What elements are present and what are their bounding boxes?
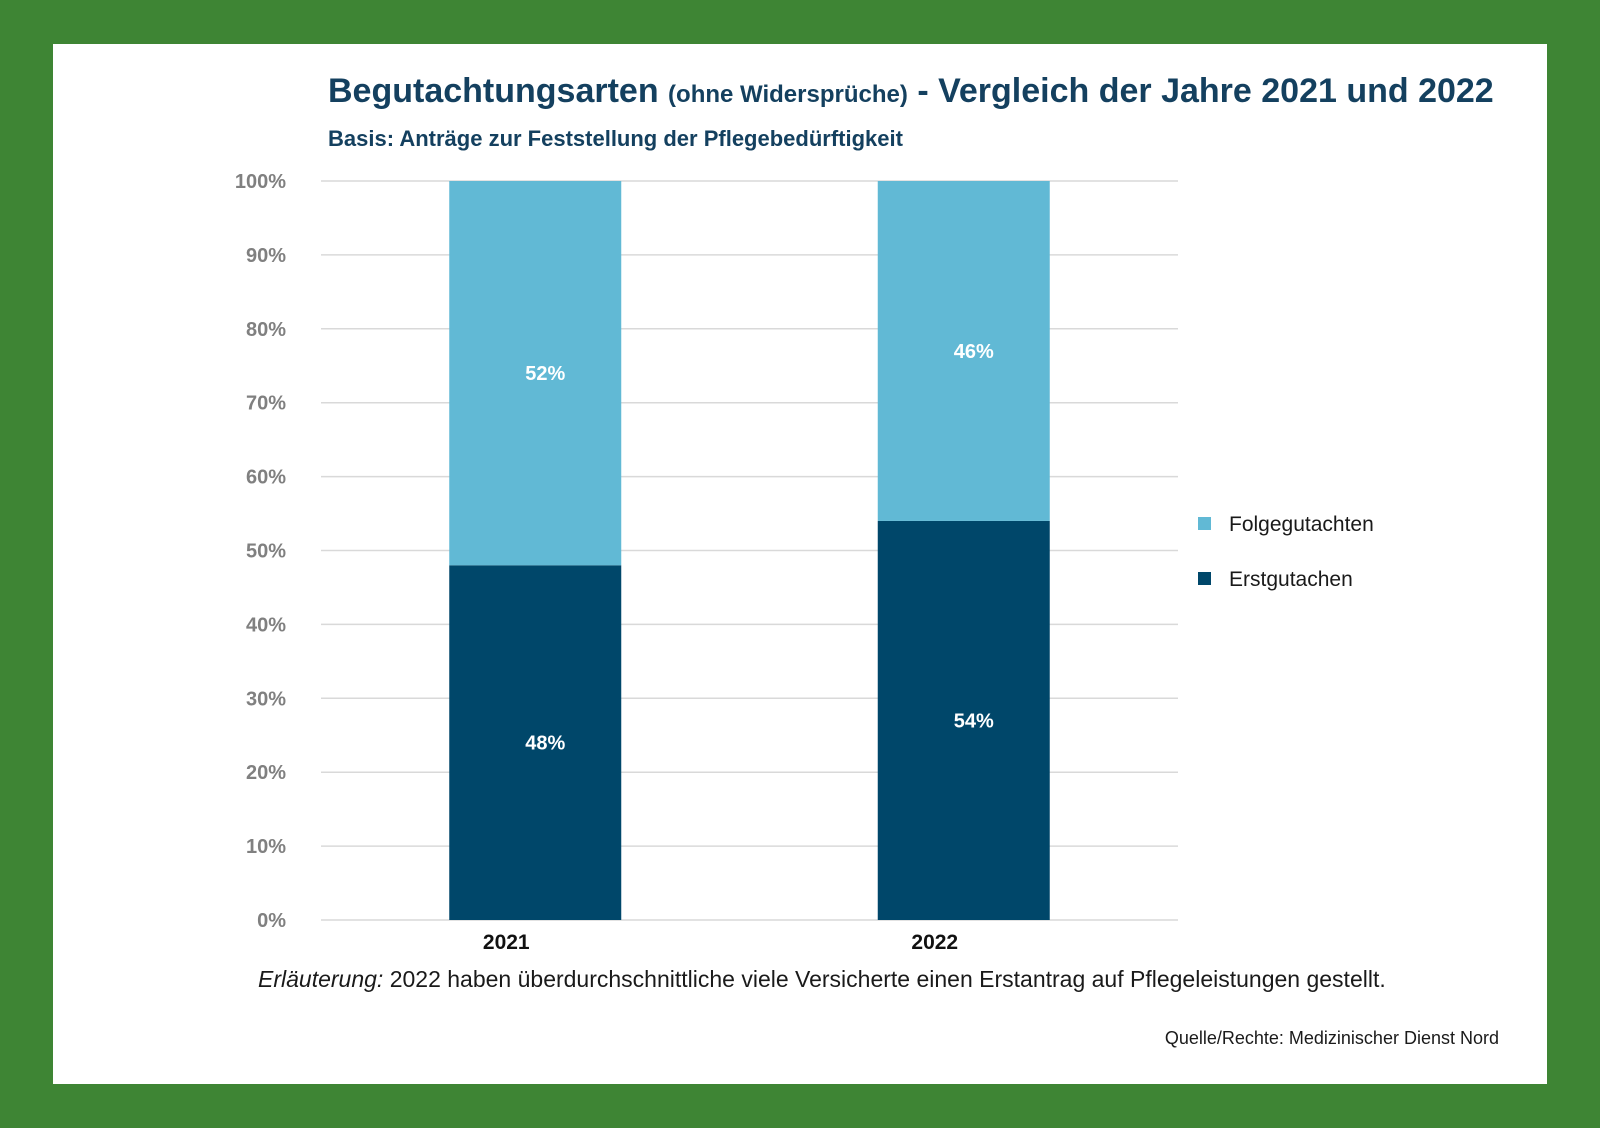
y-tick-label: 10% — [246, 836, 286, 858]
bar-folgegutachten-2021 — [449, 181, 622, 566]
source-credit: Quelle/Rechte: Medizinischer Dienst Nord — [1164, 1028, 1499, 1048]
y-tick-label: 60% — [246, 467, 286, 489]
x-category-label: 2022 — [911, 931, 958, 954]
bar-folgegutachten-2022 — [877, 181, 1050, 521]
data-label: 46% — [954, 341, 994, 363]
note-text: 2022 haben überdurchschnittliche viele V… — [383, 966, 1386, 992]
title-main: Begutachtungsarten — [328, 72, 659, 110]
legend: Folgegutachten Erstgutachen — [1198, 513, 1374, 591]
y-tick-label: 80% — [246, 319, 286, 341]
title-parenthetical: (ohne Widersprüche) — [668, 81, 908, 108]
bar-erstgutachen-2021 — [449, 565, 622, 920]
x-category-label: 2021 — [483, 931, 530, 954]
bar-erstgutachen-2022 — [877, 520, 1050, 920]
chart-panel: Begutachtungsarten (ohne Widersprüche) -… — [53, 44, 1547, 1084]
bars: 48% 52% 54% 46% — [449, 181, 1050, 920]
y-tick-label: 30% — [246, 688, 286, 710]
data-label: 54% — [954, 710, 994, 732]
title-rest: - Vergleich der Jahre 2021 und 2022 — [917, 72, 1494, 110]
legend-swatch — [1198, 517, 1211, 530]
y-tick-label: 70% — [246, 393, 286, 415]
data-label: 52% — [525, 363, 565, 385]
chart-title: Begutachtungsarten (ohne Widersprüche) -… — [328, 72, 1494, 111]
stacked-bar-chart: 0% 10% 20% 30% 40% 50% 60% 70% 80% 90% 100% 48% 52%… — [235, 171, 1374, 954]
data-label: 48% — [525, 733, 565, 755]
legend-label: Erstgutachen — [1229, 568, 1353, 591]
y-tick-label: 100% — [235, 171, 286, 193]
note-prefix: Erläuterung: — [258, 966, 384, 992]
y-tick-label: 50% — [246, 541, 286, 563]
y-tick-label: 0% — [257, 910, 286, 932]
y-axis-ticks: 0% 10% 20% 30% 40% 50% 60% 70% 80% 90% 100% — [235, 171, 286, 932]
legend-label: Folgegutachten — [1229, 513, 1374, 536]
y-tick-label: 40% — [246, 614, 286, 636]
x-axis-labels: 2021 2022 — [483, 931, 958, 954]
chart-subtitle: Basis: Anträge zur Feststellung der Pfle… — [328, 126, 903, 151]
y-tick-label: 20% — [246, 762, 286, 784]
y-tick-label: 90% — [246, 245, 286, 267]
legend-swatch — [1198, 572, 1211, 585]
explanation-note: Erläuterung: 2022 haben überdurchschnitt… — [258, 966, 1386, 993]
